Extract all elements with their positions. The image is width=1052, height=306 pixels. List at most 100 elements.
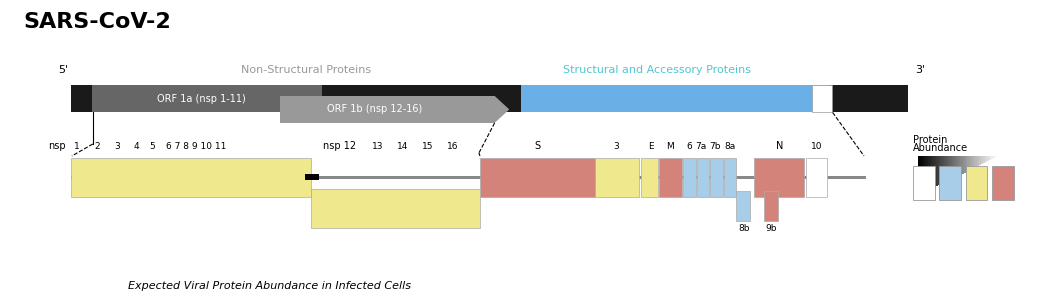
Text: S: S <box>534 141 541 151</box>
Bar <box>942 156 944 183</box>
Bar <box>807 158 827 196</box>
Text: 5: 5 <box>149 143 156 151</box>
Bar <box>305 174 319 180</box>
Bar <box>995 156 997 157</box>
Text: 2: 2 <box>94 143 100 151</box>
Text: Non-Structural Proteins: Non-Structural Proteins <box>241 65 371 75</box>
Bar <box>754 158 805 196</box>
Bar <box>944 156 946 182</box>
Bar <box>952 156 954 178</box>
Bar <box>736 191 750 221</box>
Text: Protein: Protein <box>913 136 948 145</box>
Bar <box>930 156 932 189</box>
Bar <box>968 156 970 171</box>
Bar <box>962 156 964 174</box>
Text: Abundance: Abundance <box>913 143 968 153</box>
Bar <box>938 156 940 185</box>
Bar <box>966 156 968 172</box>
Polygon shape <box>494 96 509 123</box>
Text: 6 7 8 9 10 11: 6 7 8 9 10 11 <box>166 143 226 151</box>
Bar <box>964 156 966 173</box>
Bar <box>683 158 695 196</box>
Text: 3: 3 <box>114 143 120 151</box>
Bar <box>641 158 658 196</box>
Bar <box>955 156 957 177</box>
Bar <box>92 85 322 112</box>
Text: 3: 3 <box>613 143 619 151</box>
Bar <box>993 156 995 158</box>
Text: 10: 10 <box>811 143 823 151</box>
Bar <box>984 156 985 163</box>
Bar <box>991 156 993 159</box>
Bar <box>989 156 991 160</box>
Bar <box>992 166 1014 200</box>
Bar <box>926 156 928 191</box>
Bar <box>948 156 950 181</box>
Bar <box>936 156 938 186</box>
Text: 1: 1 <box>75 143 80 151</box>
Bar <box>710 158 723 196</box>
Text: 16: 16 <box>447 143 459 151</box>
Text: E: E <box>648 143 653 151</box>
Bar <box>595 158 639 196</box>
Text: 14: 14 <box>397 143 408 151</box>
Bar <box>971 156 973 169</box>
Text: Expected Viral Protein Abundance in Infected Cells: Expected Viral Protein Abundance in Infe… <box>128 281 411 291</box>
Bar <box>70 85 908 112</box>
Bar <box>696 158 709 196</box>
Text: N: N <box>775 141 783 151</box>
Text: 5': 5' <box>59 65 68 75</box>
Bar <box>950 156 952 179</box>
Text: SARS-CoV-2: SARS-CoV-2 <box>24 12 171 32</box>
Text: 6: 6 <box>686 143 692 151</box>
Bar <box>812 85 831 112</box>
Bar <box>311 189 480 228</box>
Bar <box>70 176 866 178</box>
Bar <box>932 156 934 188</box>
Bar <box>977 156 979 166</box>
Text: M: M <box>667 143 674 151</box>
Bar <box>940 156 942 184</box>
Bar <box>987 156 989 161</box>
Bar <box>724 158 736 196</box>
Text: nsp 12: nsp 12 <box>323 141 357 151</box>
Bar <box>918 156 920 195</box>
Bar <box>966 166 988 200</box>
Text: 8a: 8a <box>725 143 735 151</box>
Bar <box>934 156 936 187</box>
Bar <box>70 158 311 196</box>
Bar <box>979 156 982 165</box>
Bar <box>913 166 935 200</box>
Bar <box>975 156 977 167</box>
Text: Structural and Accessory Proteins: Structural and Accessory Proteins <box>563 65 751 75</box>
Text: 9b: 9b <box>765 224 776 233</box>
Bar <box>521 85 829 112</box>
Bar <box>946 156 948 181</box>
Bar <box>954 156 955 177</box>
Bar <box>659 158 682 196</box>
Text: ORF 1b (nsp 12-16): ORF 1b (nsp 12-16) <box>326 104 422 114</box>
Text: 3': 3' <box>915 65 926 75</box>
Bar <box>957 156 959 176</box>
Text: 4: 4 <box>134 143 140 151</box>
Bar <box>928 156 930 190</box>
Bar <box>959 156 962 174</box>
Bar <box>925 156 926 192</box>
Text: 15: 15 <box>422 143 433 151</box>
Bar <box>280 96 494 123</box>
Text: ORF 1a (nsp 1-11): ORF 1a (nsp 1-11) <box>157 94 246 104</box>
Bar <box>985 156 987 162</box>
Text: 13: 13 <box>371 143 383 151</box>
Bar <box>764 191 778 221</box>
Bar <box>939 166 962 200</box>
Text: 8b: 8b <box>737 224 749 233</box>
Text: 7a: 7a <box>695 143 706 151</box>
Bar <box>973 156 975 168</box>
Text: nsp: nsp <box>48 141 66 151</box>
Bar <box>970 156 971 170</box>
Bar <box>480 158 595 196</box>
Bar <box>923 156 925 193</box>
Bar <box>920 156 923 194</box>
Bar <box>982 156 984 164</box>
Text: 7b: 7b <box>710 143 722 151</box>
